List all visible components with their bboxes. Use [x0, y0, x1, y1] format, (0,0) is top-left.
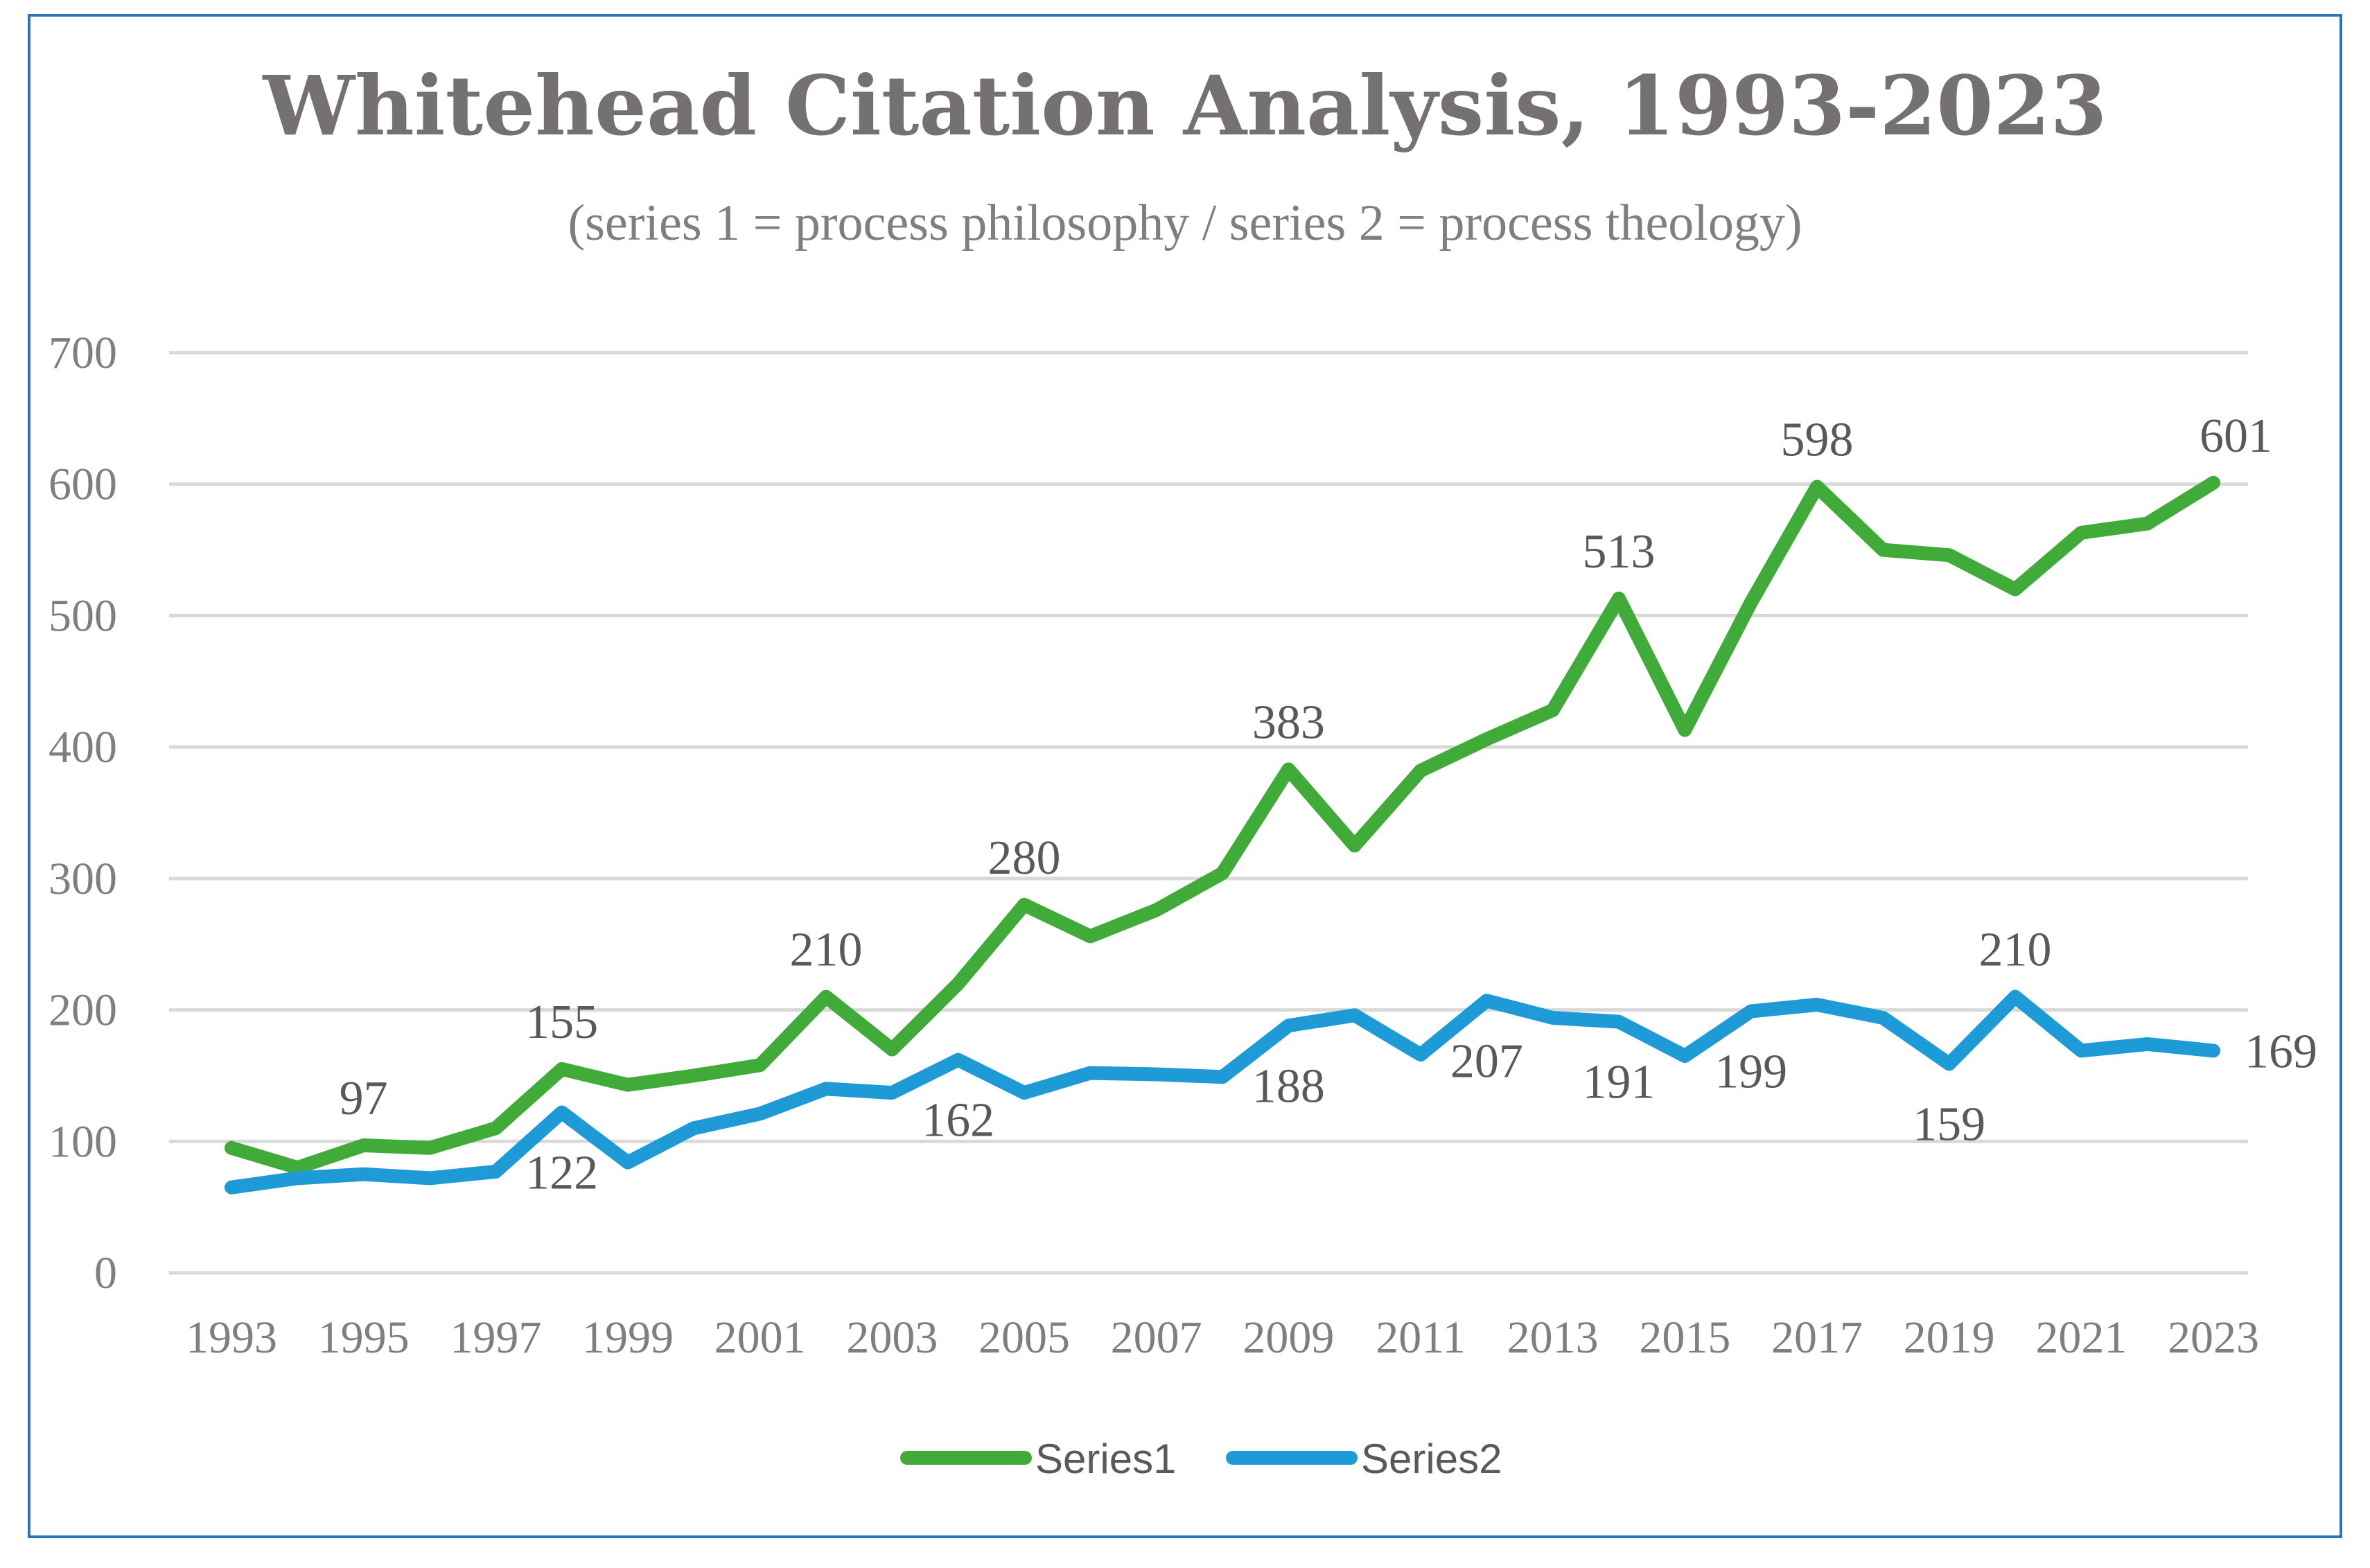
data-label: 199 — [1714, 1045, 1787, 1098]
data-label: 210 — [1979, 924, 2052, 977]
y-tick-label: 300 — [49, 854, 117, 904]
data-label: 191 — [1583, 1056, 1656, 1109]
data-label: 383 — [1252, 696, 1325, 749]
legend: Series1 Series2 — [900, 1436, 1502, 1482]
y-tick-label: 200 — [49, 985, 117, 1036]
data-label: 122 — [525, 1147, 598, 1200]
x-tick-label: 2001 — [714, 1312, 806, 1363]
data-labels: 97 155 210 280 383 513 598 601 122 162 188 207 191 19… — [340, 409, 2317, 1200]
data-label: 280 — [988, 831, 1061, 885]
x-tick-label: 2007 — [1111, 1312, 1202, 1363]
data-label: 207 — [1450, 1034, 1523, 1088]
x-tick-label: 2019 — [1904, 1312, 1995, 1363]
data-label: 513 — [1583, 525, 1656, 579]
gridlines — [169, 351, 2248, 1275]
line-chart: Whitehead Citation Analysis, 1993-2023 (… — [49, 58, 2317, 1482]
data-label: 162 — [922, 1094, 994, 1147]
data-label: 601 — [2200, 409, 2272, 463]
x-tick-label: 2023 — [2168, 1312, 2259, 1363]
x-tick-label: 1995 — [318, 1312, 410, 1363]
data-label: 155 — [525, 996, 598, 1049]
x-tick-label: 2005 — [978, 1312, 1070, 1363]
x-tick-label: 2011 — [1376, 1312, 1466, 1363]
x-tick-label: 1993 — [186, 1312, 277, 1363]
y-axis-ticks: 0 100 200 300 400 500 600 700 — [49, 328, 117, 1298]
y-tick-label: 400 — [49, 722, 117, 773]
chart-subtitle: (series 1 = process philosophy / series … — [568, 195, 1802, 252]
legend-label-series2: Series2 — [1361, 1436, 1502, 1482]
x-axis-ticks: 1993 1995 1997 1999 2001 2003 2005 2007 2009 2011… — [186, 1312, 2259, 1363]
chart-title: Whitehead Citation Analysis, 1993-2023 — [261, 58, 2107, 154]
x-tick-label: 2013 — [1507, 1312, 1599, 1363]
data-label: 169 — [2245, 1025, 2317, 1078]
series-line-series1 — [225, 475, 2220, 1175]
y-tick-label: 700 — [49, 328, 117, 378]
chart-frame: Whitehead Citation Analysis, 1993-2023 (… — [28, 14, 2342, 1538]
series-line-series2 — [225, 989, 2220, 1195]
data-label: 159 — [1913, 1098, 1985, 1151]
y-tick-label: 100 — [49, 1116, 117, 1167]
y-tick-label: 600 — [49, 459, 117, 510]
x-tick-label: 1999 — [582, 1312, 674, 1363]
x-tick-label: 1997 — [450, 1312, 541, 1363]
x-tick-label: 2015 — [1639, 1312, 1730, 1363]
y-tick-label: 500 — [49, 590, 117, 641]
y-tick-label: 0 — [94, 1248, 117, 1298]
data-label: 188 — [1252, 1059, 1325, 1113]
legend-label-series1: Series1 — [1035, 1436, 1176, 1482]
data-label: 97 — [340, 1072, 388, 1125]
data-label: 210 — [790, 924, 863, 977]
x-tick-label: 2021 — [2035, 1312, 2127, 1363]
x-tick-label: 2009 — [1243, 1312, 1334, 1363]
series-lines — [225, 475, 2220, 1195]
data-label: 598 — [1781, 414, 1854, 467]
x-tick-label: 2003 — [846, 1312, 938, 1363]
x-tick-label: 2017 — [1771, 1312, 1863, 1363]
